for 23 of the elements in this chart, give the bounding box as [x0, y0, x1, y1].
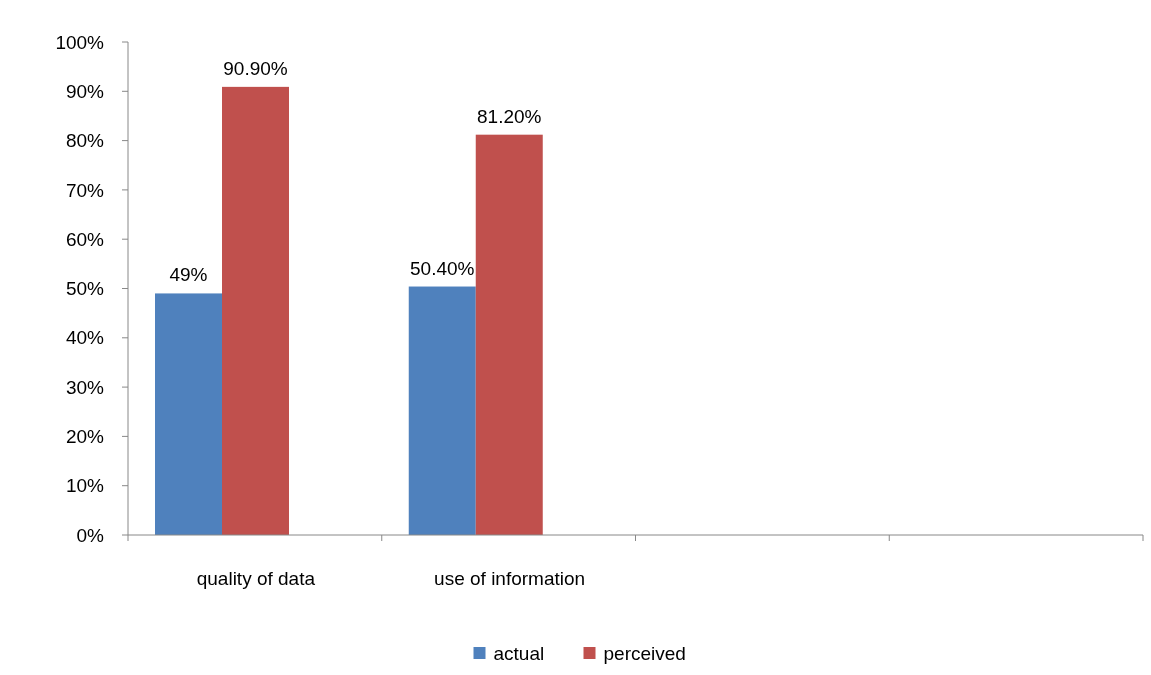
y-tick-label: 70%: [65, 179, 105, 201]
x-tick-label: quality of data: [196, 568, 316, 589]
y-tick-label: 100%: [55, 31, 105, 53]
bar: [155, 293, 222, 535]
legend-label: perceived: [603, 642, 686, 664]
x-tick-label: use of information: [434, 568, 586, 589]
bar: [475, 134, 543, 535]
y-tick-label: 0%: [76, 524, 105, 546]
data-label: 49%: [169, 264, 208, 286]
y-tick-label: 80%: [65, 130, 105, 152]
y-tick-label: 90%: [65, 80, 105, 102]
y-tick-label: 10%: [65, 475, 105, 497]
legend-label: actual: [493, 642, 545, 664]
y-tick-label: 30%: [65, 376, 105, 398]
y-tick-label: 60%: [65, 228, 105, 250]
y-tick-label: 20%: [65, 426, 105, 448]
y-tick-label: 50%: [65, 278, 105, 300]
data-label: 90.90%: [223, 57, 288, 79]
y-tick-label: 40%: [65, 327, 105, 349]
bar: [222, 86, 289, 535]
bar: [408, 286, 476, 535]
data-label: 50.40%: [410, 257, 475, 279]
data-label: 81.20%: [477, 105, 542, 127]
